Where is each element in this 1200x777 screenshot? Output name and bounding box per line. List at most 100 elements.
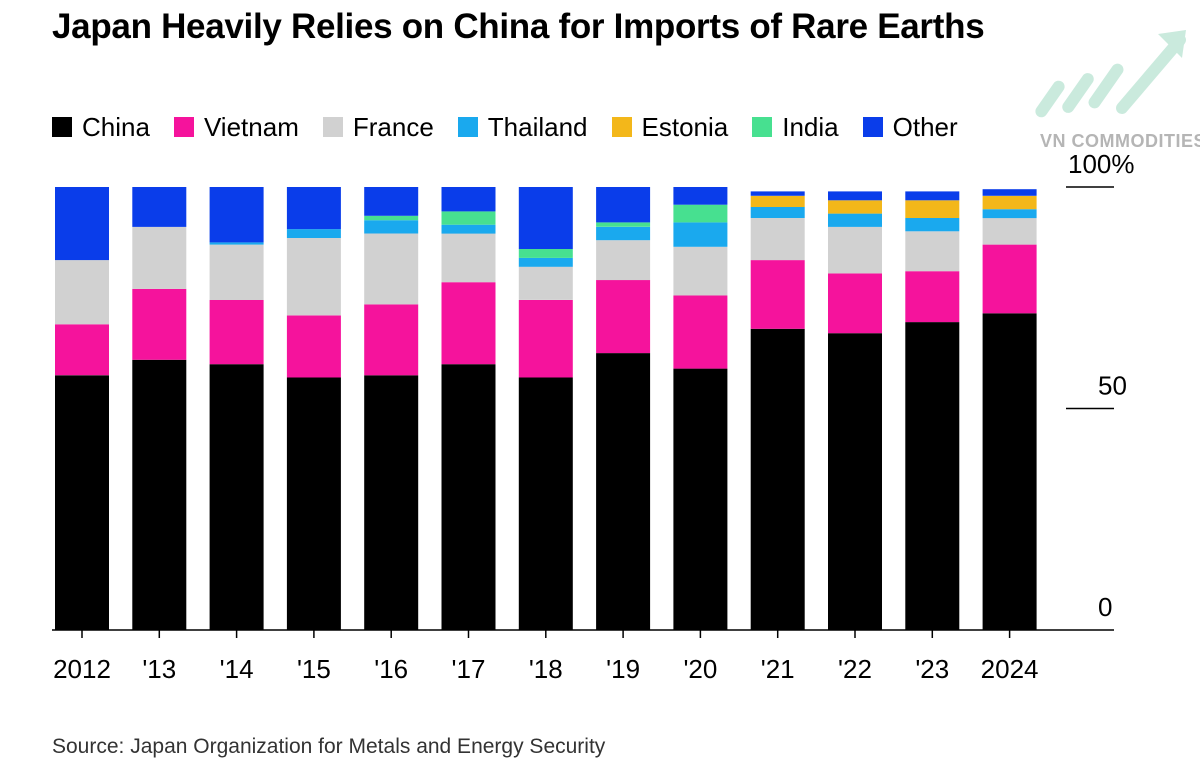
bar-thailand-8 bbox=[673, 222, 728, 247]
bar-thailand-12 bbox=[982, 209, 1037, 219]
legend-swatch-vietnam bbox=[173, 117, 194, 137]
legend-item-france: France bbox=[322, 112, 434, 142]
x-tick-label: '20 bbox=[683, 654, 717, 684]
bar-france-6 bbox=[518, 266, 573, 300]
bar-vietnam-6 bbox=[518, 300, 573, 378]
legend-item-estonia: Estonia bbox=[611, 112, 729, 142]
bar-france-7 bbox=[596, 240, 651, 281]
bar-thailand-2 bbox=[209, 242, 264, 245]
bar-india-5 bbox=[441, 211, 496, 225]
y-tick-label: 100% bbox=[1068, 149, 1135, 179]
x-tick-label: '15 bbox=[297, 654, 331, 684]
bar-estonia-10 bbox=[828, 200, 882, 214]
bar-vietnam-12 bbox=[982, 244, 1037, 314]
chart-title: Japan Heavily Relies on China for Import… bbox=[52, 7, 985, 46]
bar-france-1 bbox=[132, 226, 187, 289]
bar-france-4 bbox=[364, 233, 419, 305]
legend: China Vietnam France Thailand Estonia In… bbox=[52, 110, 982, 144]
bar-estonia-9 bbox=[750, 195, 805, 207]
legend-label-france: France bbox=[352, 112, 434, 142]
bar-vietnam-9 bbox=[750, 260, 805, 329]
legend-item-china: China bbox=[52, 112, 150, 142]
watermark-text: VN COMMODITIES bbox=[1040, 131, 1200, 151]
bar-vietnam-2 bbox=[209, 300, 264, 365]
source-note: Source: Japan Organization for Metals an… bbox=[52, 735, 606, 758]
legend-item-thailand: Thailand bbox=[457, 112, 588, 142]
bar-other-11 bbox=[905, 191, 960, 201]
bar-china-3 bbox=[286, 377, 341, 630]
bar-india-7 bbox=[596, 222, 651, 227]
x-tick-label: '23 bbox=[915, 654, 949, 684]
bar-other-9 bbox=[750, 191, 805, 196]
bar-other-2 bbox=[209, 187, 264, 243]
bar-france-9 bbox=[750, 218, 805, 261]
legend-label-other: Other bbox=[892, 112, 958, 142]
legend-swatch-thailand bbox=[457, 117, 478, 137]
bar-thailand-7 bbox=[596, 226, 651, 241]
x-tick-label: 2024 bbox=[981, 654, 1039, 684]
bar-vietnam-0 bbox=[55, 324, 109, 376]
y-tick-label: 0 bbox=[1098, 592, 1112, 622]
legend-label-estonia: Estonia bbox=[641, 112, 729, 142]
bar-india-8 bbox=[673, 204, 728, 223]
bar-china-11 bbox=[905, 322, 960, 630]
x-tick-label: '22 bbox=[838, 654, 872, 684]
x-tick-label: '13 bbox=[142, 654, 176, 684]
y-tick-label: 50 bbox=[1098, 371, 1127, 401]
bar-thailand-10 bbox=[828, 213, 882, 227]
bar-india-6 bbox=[518, 249, 573, 258]
bar-thailand-9 bbox=[750, 206, 805, 218]
bar-vietnam-5 bbox=[441, 282, 496, 365]
bar-france-3 bbox=[286, 237, 341, 316]
bar-thailand-3 bbox=[286, 229, 341, 238]
legend-label-india: India bbox=[782, 112, 839, 142]
bar-china-4 bbox=[364, 375, 419, 630]
bar-other-1 bbox=[132, 187, 187, 227]
bar-vietnam-10 bbox=[828, 273, 882, 334]
x-tick-label: '21 bbox=[761, 654, 795, 684]
bar-france-12 bbox=[982, 218, 1037, 245]
bar-china-1 bbox=[132, 359, 187, 630]
bar-thailand-4 bbox=[364, 220, 419, 234]
legend-item-india: India bbox=[752, 112, 839, 142]
bar-china-2 bbox=[209, 364, 264, 630]
bar-france-0 bbox=[55, 260, 109, 325]
bar-thailand-6 bbox=[518, 257, 573, 267]
bar-france-10 bbox=[828, 226, 882, 274]
bar-estonia-11 bbox=[905, 200, 960, 218]
bar-estonia-12 bbox=[982, 195, 1037, 210]
bar-china-8 bbox=[673, 368, 728, 630]
watermark-logo-icon bbox=[1035, 30, 1186, 118]
x-tick-label: '17 bbox=[452, 654, 486, 684]
legend-item-vietnam: Vietnam bbox=[173, 112, 299, 142]
bar-other-4 bbox=[364, 187, 419, 216]
legend-label-vietnam: Vietnam bbox=[203, 112, 299, 142]
legend-swatch-other bbox=[862, 117, 883, 137]
bar-vietnam-4 bbox=[364, 304, 419, 376]
bar-other-5 bbox=[441, 187, 496, 212]
x-tick-label: 2012 bbox=[53, 654, 111, 684]
bar-china-12 bbox=[982, 313, 1037, 630]
bar-vietnam-1 bbox=[132, 288, 187, 360]
x-tick-label: '18 bbox=[529, 654, 563, 684]
legend-swatch-india bbox=[752, 117, 773, 137]
bar-other-8 bbox=[673, 187, 728, 205]
legend-item-other: Other bbox=[862, 112, 958, 142]
bar-other-12 bbox=[982, 189, 1037, 196]
bar-vietnam-3 bbox=[286, 315, 341, 378]
bar-vietnam-11 bbox=[905, 271, 960, 323]
x-tick-label: '14 bbox=[220, 654, 254, 684]
legend-swatch-china bbox=[52, 117, 72, 137]
x-tick-label: '16 bbox=[374, 654, 408, 684]
legend-label-china: China bbox=[82, 112, 150, 142]
bar-china-5 bbox=[441, 364, 496, 630]
bar-other-0 bbox=[55, 187, 109, 261]
bar-thailand-11 bbox=[905, 218, 960, 232]
legend-swatch-estonia bbox=[611, 117, 632, 137]
bar-other-3 bbox=[286, 187, 341, 230]
bar-china-0 bbox=[55, 375, 109, 630]
bar-other-10 bbox=[828, 191, 882, 201]
bar-other-7 bbox=[596, 187, 651, 223]
bar-thailand-5 bbox=[441, 224, 496, 234]
